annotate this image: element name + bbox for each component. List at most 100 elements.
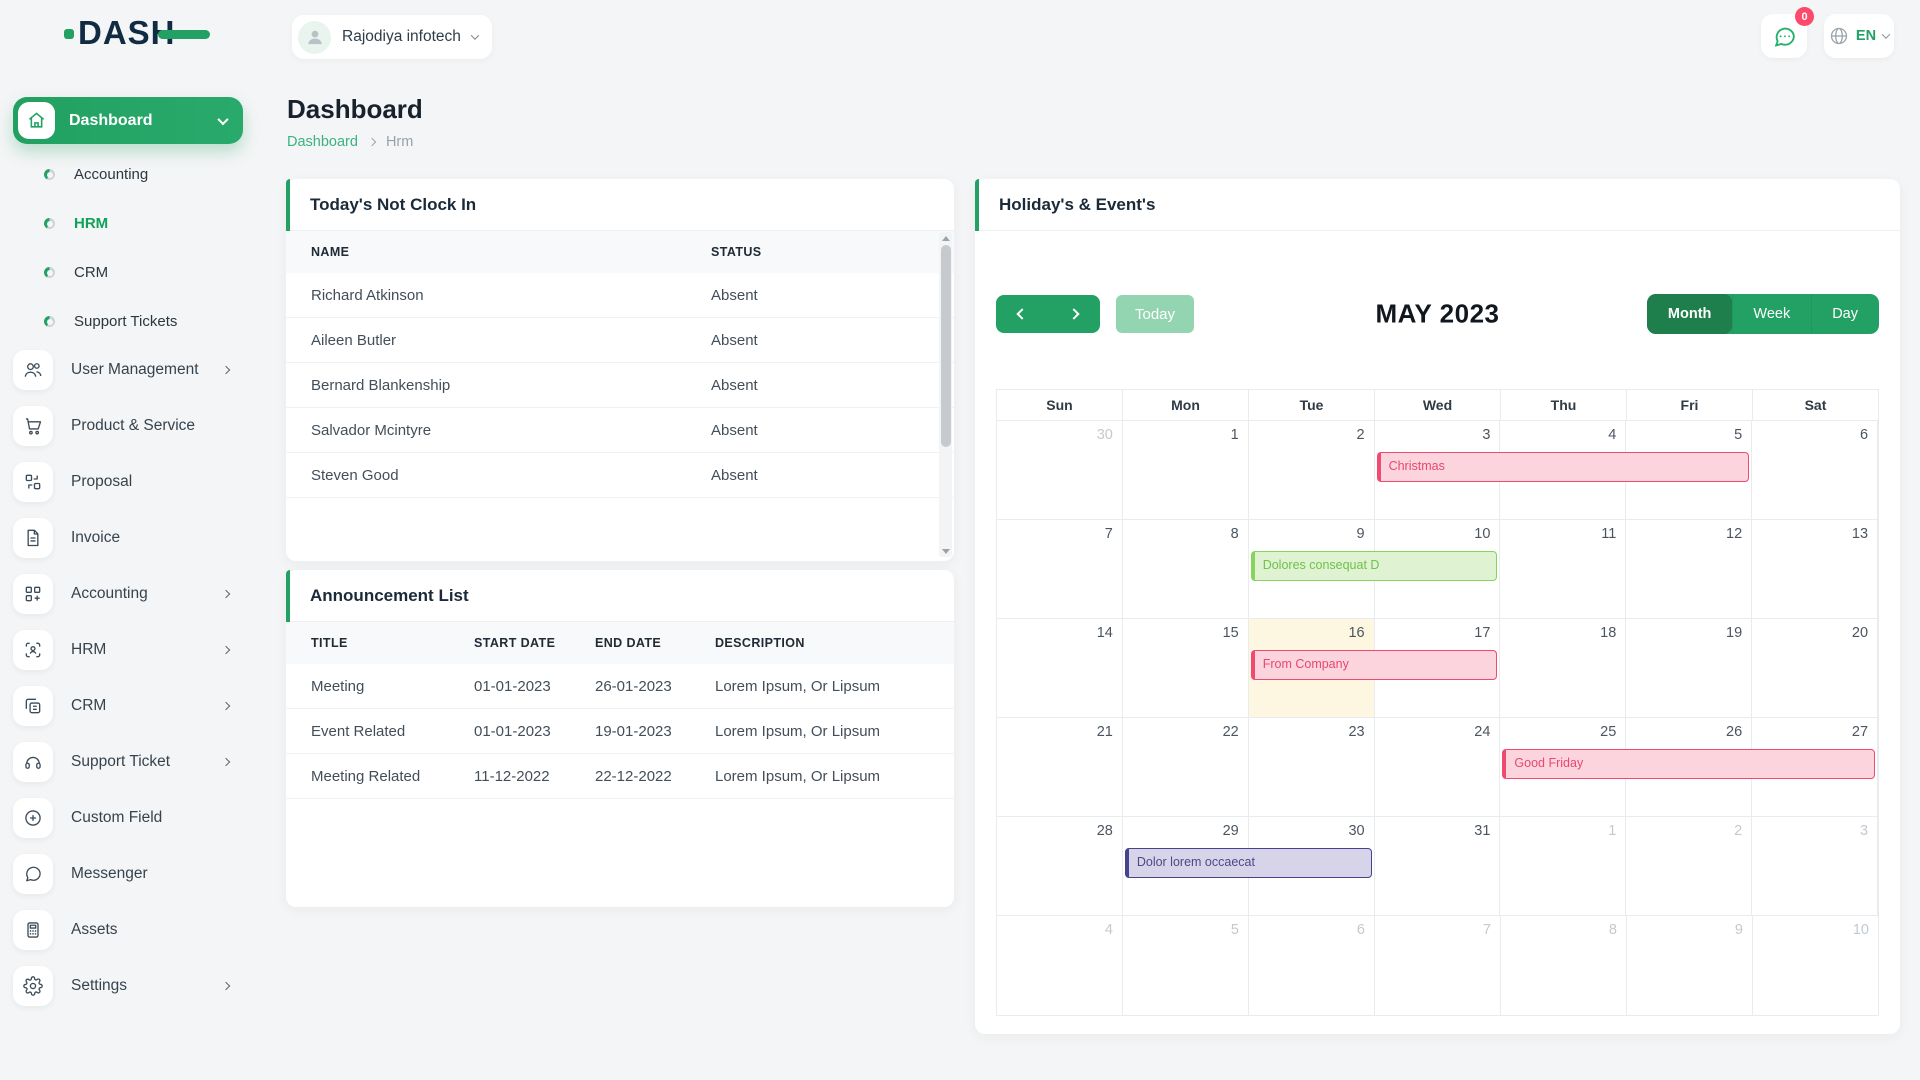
language-selector[interactable]: EN (1824, 14, 1894, 58)
sidebar-item-accounting[interactable]: Accounting (13, 574, 243, 614)
sidebar-item-hrm[interactable]: HRM (13, 630, 243, 670)
day-cell-6[interactable]: 6 (1752, 421, 1879, 519)
day-cell-12[interactable]: 12 (1626, 520, 1753, 618)
scroll-up-arrow[interactable] (939, 232, 952, 244)
sidebar-subitem-crm[interactable]: CRM (13, 248, 243, 297)
chevron-right-icon (367, 137, 377, 147)
view-week-button[interactable]: Week (1732, 294, 1811, 334)
day-cell-8[interactable]: 8 (1501, 916, 1627, 1015)
day-cell-1[interactable]: 1 (1123, 421, 1249, 519)
table-row: Steven Good Absent (286, 453, 954, 498)
plus-circle-icon (13, 798, 53, 838)
scrollbar-thumb[interactable] (940, 245, 951, 447)
next-month-button[interactable] (1048, 295, 1100, 333)
day-cell-21[interactable]: 21 (997, 718, 1123, 816)
logo-dot (64, 29, 74, 39)
day-cell-30[interactable]: 30 (1249, 817, 1375, 915)
breadcrumb-home-link[interactable]: Dashboard (287, 134, 358, 150)
crm-icon (25, 698, 41, 714)
bullet-icon (44, 316, 55, 327)
day-cell-31[interactable]: 31 (1375, 817, 1501, 915)
sidebar-subitem-accounting[interactable]: Accounting (13, 150, 243, 199)
sidebar-item-messenger[interactable]: Messenger (13, 854, 243, 894)
calendar-event-dolor-lorem-occaecat[interactable]: Dolor lorem occaecat (1124, 848, 1372, 878)
day-cell-15[interactable]: 15 (1123, 619, 1249, 717)
clockin-table: NAME STATUS Richard Atkinson Absent Aileen B… (286, 231, 954, 498)
calendar-week-row: 30 1 2 3 4 5 6 Christmas (997, 421, 1879, 520)
day-cell-14[interactable]: 14 (997, 619, 1123, 717)
weekday-label: Mon (1123, 390, 1249, 420)
day-cell-30[interactable]: 30 (997, 421, 1123, 519)
sidebar-item-invoice[interactable]: Invoice (13, 518, 243, 558)
calendar-week-row: 21 22 23 24 25 26 27 Good Friday (997, 718, 1879, 817)
day-cell-10[interactable]: 10 (1852, 922, 1869, 938)
calendar-event-christmas[interactable]: Christmas (1376, 452, 1750, 482)
table-cell: Lorem Ipsum, Or Lipsum (715, 722, 881, 740)
cart-icon (25, 418, 42, 435)
day-cell-27[interactable]: 27 (1752, 718, 1879, 816)
view-day-button[interactable]: Day (1811, 294, 1879, 334)
table-cell: 26-01-2023 (595, 677, 672, 695)
messages-button[interactable]: 0 (1761, 7, 1814, 58)
sidebar-item-custom-field[interactable]: Custom Field (13, 798, 243, 838)
language-code: EN (1855, 28, 1877, 44)
globe-icon (1830, 27, 1848, 45)
calendar-event-dolores-consequat-d[interactable]: Dolores consequat D (1250, 551, 1498, 581)
sidebar-item-settings[interactable]: Settings (13, 966, 243, 1006)
sidebar-item-proposal[interactable]: Proposal (13, 462, 243, 502)
sidebar-item-dashboard[interactable]: Dashboard (13, 97, 243, 144)
day-cell-24[interactable]: 24 (1375, 718, 1501, 816)
gear-icon (13, 966, 53, 1006)
table-cell: 19-01-2023 (595, 722, 672, 740)
sidebar-subitem-support-tickets[interactable]: Support Tickets (13, 297, 243, 346)
table-row: Salvador Mcintyre Absent (286, 408, 954, 453)
view-month-button[interactable]: Month (1646, 294, 1733, 334)
calendar-event-from-company[interactable]: From Company (1250, 650, 1498, 680)
sidebar-item-assets[interactable]: Assets (13, 910, 243, 950)
day-cell-23[interactable]: 23 (1249, 718, 1375, 816)
table-cell: Steven Good (311, 466, 399, 484)
day-cell-3[interactable]: 3 (1752, 817, 1879, 915)
day-cell-20[interactable]: 20 (1752, 619, 1879, 717)
day-cell-2[interactable]: 2 (1249, 421, 1375, 519)
day-cell-11[interactable]: 11 (1500, 520, 1627, 618)
day-cell-2[interactable]: 2 (1626, 817, 1753, 915)
sidebar-item-support-ticket[interactable]: Support Ticket (13, 742, 243, 782)
day-cell-13[interactable]: 13 (1752, 520, 1879, 618)
sidebar-item-product-service[interactable]: Product & Service (13, 406, 243, 446)
day-cell-7[interactable]: 7 (1375, 916, 1501, 1015)
sidebar-item-user-management[interactable]: User Management (13, 350, 243, 390)
scroll-down-arrow[interactable] (939, 545, 952, 557)
day-cell-8[interactable]: 8 (1123, 520, 1249, 618)
day-cell-5[interactable]: 5 (1123, 916, 1249, 1015)
accounting-icon (13, 574, 53, 614)
day-cell-17[interactable]: 17 (1375, 619, 1501, 717)
table-scrollbar[interactable] (939, 232, 952, 557)
day-cell-7[interactable]: 7 (997, 520, 1123, 618)
day-cell-1[interactable]: 1 (1500, 817, 1627, 915)
day-cell-6[interactable]: 6 (1249, 916, 1375, 1015)
day-cell-10[interactable]: 10 (1375, 520, 1501, 618)
day-cell-28[interactable]: 28 (997, 817, 1123, 915)
day-cell-5[interactable]: 5 (1626, 421, 1753, 519)
day-cell-22[interactable]: 22 (1123, 718, 1249, 816)
prev-month-button[interactable] (996, 295, 1048, 333)
calendar-week-row: 28 29 30 31 1 2 3 Dolor lorem occaecat (997, 817, 1879, 916)
chevron-down-icon (1881, 30, 1891, 39)
calculator-icon (13, 910, 53, 950)
sidebar-item-crm[interactable]: CRM (13, 686, 243, 726)
today-button[interactable]: Today (1116, 295, 1195, 333)
bullet-icon (44, 267, 55, 278)
day-cell-18[interactable]: 18 (1500, 619, 1627, 717)
company-name: Rajodiya infotech (342, 28, 461, 45)
calendar-event-good-friday[interactable]: Good Friday (1502, 749, 1875, 779)
calendar-grid: Sun Mon Tue Wed Thu Fri Sat 30 1 2 3 4 5 6 Chr… (996, 389, 1879, 1016)
day-cell-4[interactable]: 4 (997, 916, 1123, 1015)
day-cell-9[interactable]: 9 (1627, 916, 1753, 1015)
table-header-cell: NAME (311, 245, 350, 259)
sidebar-subitem-hrm[interactable]: HRM (13, 199, 243, 248)
breadcrumb-current: Hrm (385, 134, 414, 150)
day-cell-19[interactable]: 19 (1626, 619, 1753, 717)
company-selector[interactable]: Rajodiya infotech (292, 15, 492, 59)
table-row: Meeting 01-01-2023 26-01-2023 Lorem Ipsum, … (286, 664, 954, 709)
